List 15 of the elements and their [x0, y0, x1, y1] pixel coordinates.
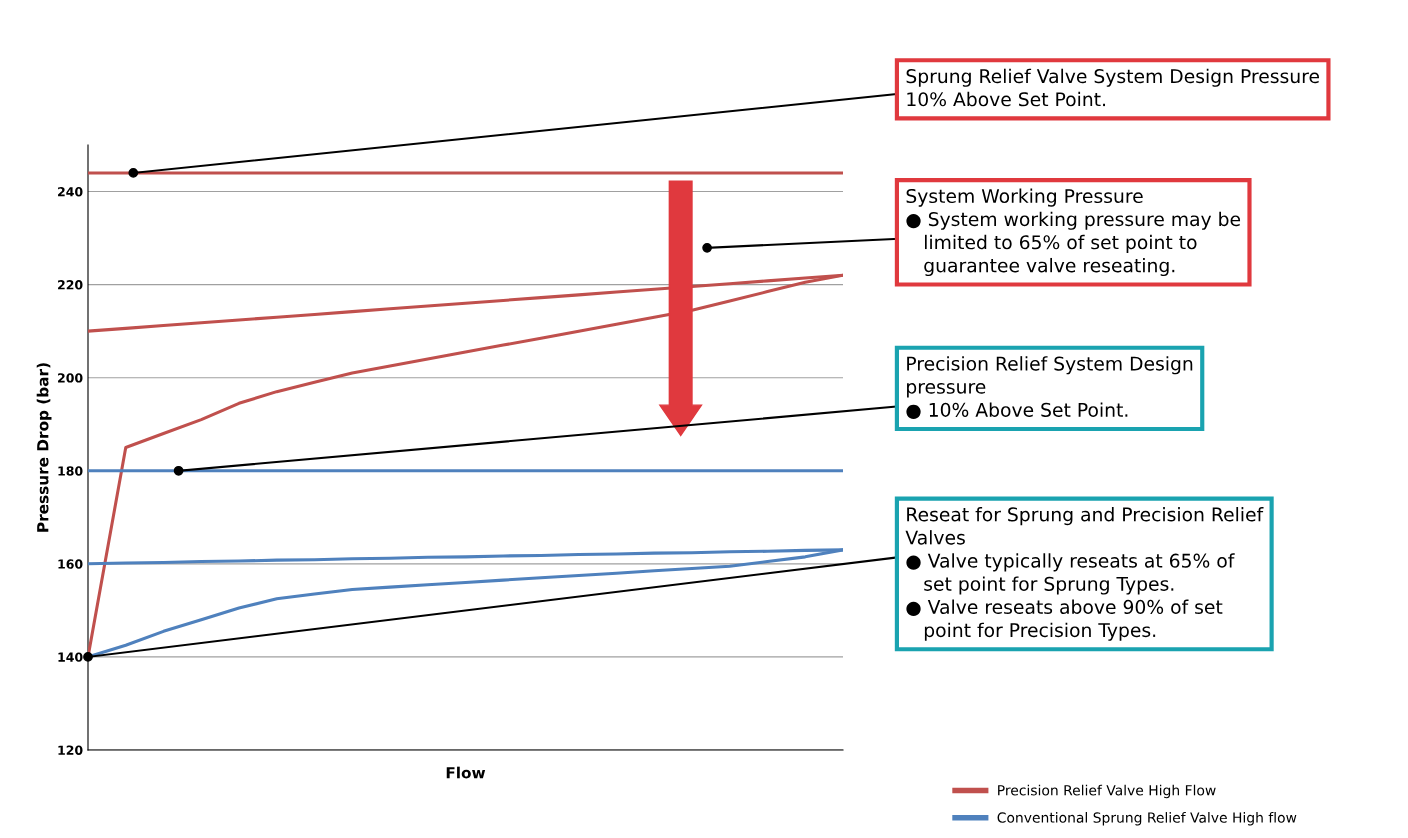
- y-tick-label: 240: [58, 187, 83, 197]
- y-tick-label: 220: [58, 280, 83, 290]
- text: System Working Pressure ● System working pressure may be limited to 65% of set point to guarantee valve reseating.: [906, 188, 1241, 277]
- y-tick-label: 120: [58, 745, 83, 755]
- text: Precision Relief System Design pressure ● 10% Above Set Point.: [906, 356, 1193, 419]
- legend-label: Conventional Sprung Relief Valve High flow: [997, 812, 1297, 826]
- y-tick-label: 160: [58, 559, 83, 569]
- y-tick-label: 200: [58, 373, 83, 383]
- text: Reseat for Sprung and Precision Relief Valves ● Valve typically reseats at 65% of set point for Sprung Types. ● Valve reseats above 90% of set point for Precision Types.: [905, 506, 1264, 641]
- y-tick-label: 140: [58, 652, 83, 662]
- y-axis-title: Pressure Drop (bar): [36, 363, 52, 532]
- y-tick-label: 180: [58, 466, 83, 476]
- legend-label: Precision Relief Valve High Flow: [998, 784, 1216, 799]
- x-axis-title: Flow: [446, 766, 486, 779]
- text: Sprung Relief Valve System Design Pressure 10% Above Set Point.: [906, 68, 1320, 107]
